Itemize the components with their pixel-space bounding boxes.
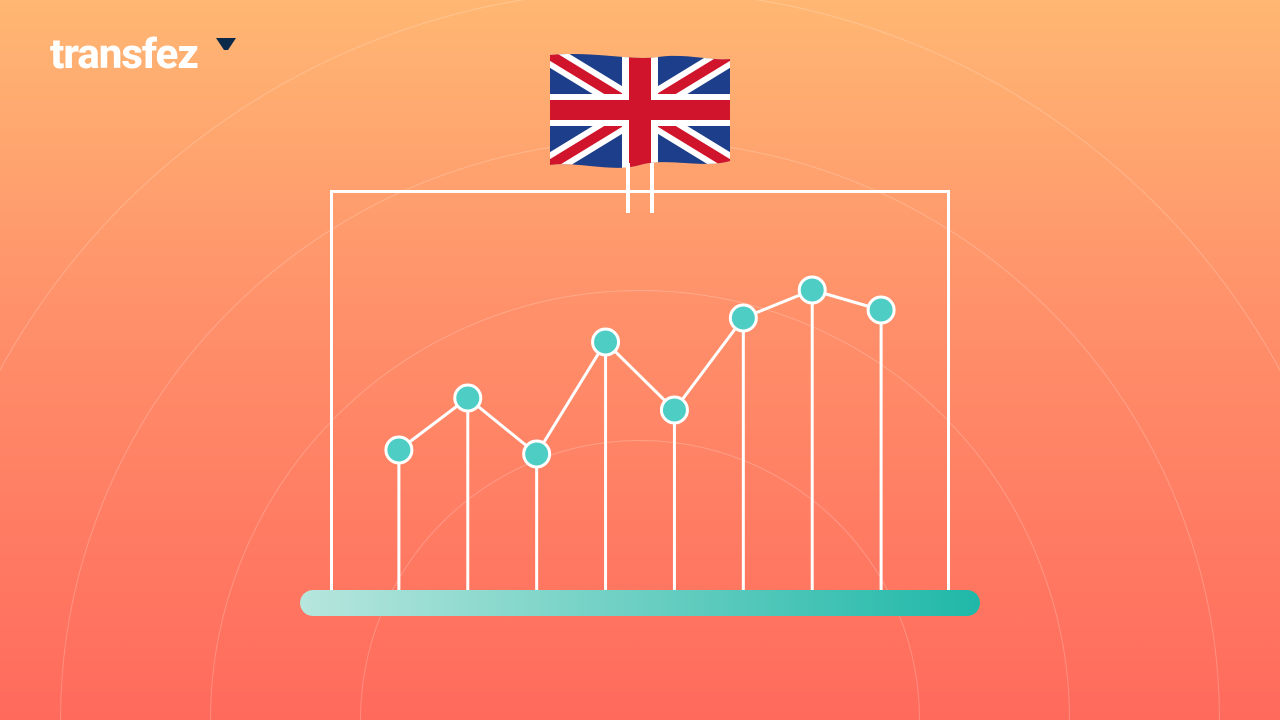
line-chart [330, 190, 950, 610]
brand-logo: transfez [50, 30, 238, 79]
brand-logo-text: transfez [50, 30, 198, 79]
chart-base-bar [300, 590, 980, 616]
brand-logo-arrow-icon [202, 36, 238, 56]
